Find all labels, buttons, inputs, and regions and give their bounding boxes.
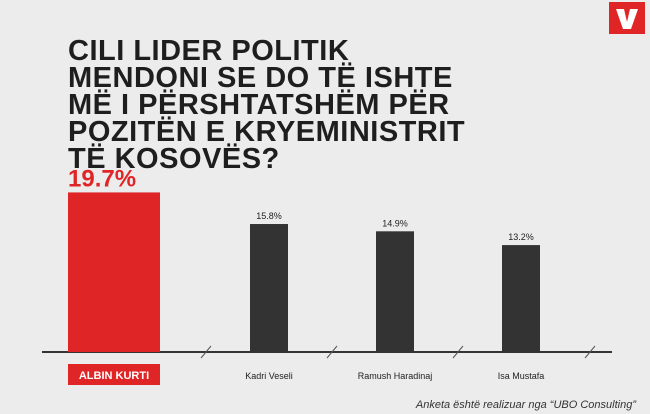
chart-title: POZITËN E KRYEMINISTRIT: [68, 115, 465, 148]
chart-title: MË I PËRSHTATSHËM PËR: [68, 88, 450, 121]
axis-break: [584, 345, 596, 359]
axis-breaks: [200, 345, 596, 359]
category-label: Isa Mustafa: [498, 371, 545, 381]
category-box: [68, 364, 160, 385]
category-label: Kadri Veseli: [245, 371, 293, 381]
logo-box: [609, 2, 645, 34]
chart-title: CILI LIDER POLITIK: [68, 35, 349, 67]
value-label: 14.9%: [382, 218, 408, 228]
axis-break: [452, 345, 464, 359]
value-label: 13.2%: [508, 232, 534, 242]
bar: [250, 224, 288, 352]
logo-mark: [616, 9, 638, 29]
bar: [376, 231, 414, 352]
chart-title: TË KOSOVËS?: [68, 142, 280, 175]
bar: [68, 192, 160, 352]
axis-break: [200, 345, 212, 359]
category-label: ALBIN KURTI: [79, 370, 149, 382]
footnote: Anketa është realizuar nga “UBO Consulti…: [415, 399, 637, 411]
value-label: 15.8%: [256, 211, 282, 221]
value-label: 19.7%: [68, 165, 136, 192]
chart-title: MENDONI SE DO TË ISHTE: [68, 61, 453, 94]
axis-break: [326, 345, 338, 359]
logo: [609, 2, 645, 34]
bar: [502, 245, 540, 352]
category-label: Ramush Haradinaj: [358, 371, 433, 381]
